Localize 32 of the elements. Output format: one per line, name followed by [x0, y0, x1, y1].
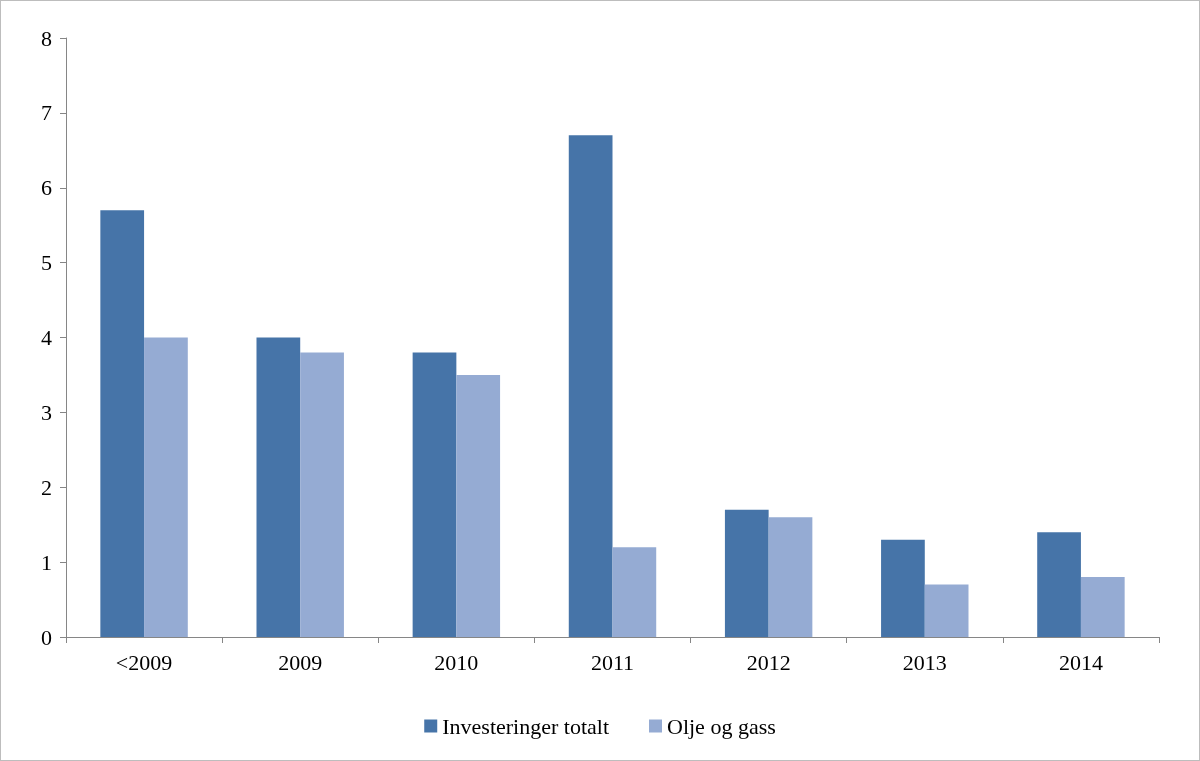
x-tick-label: 2013 — [902, 649, 947, 675]
x-tick-label: 2014 — [1058, 649, 1103, 675]
bar — [100, 210, 145, 637]
y-tick-label: 8 — [41, 25, 52, 51]
y-tick-label: 1 — [41, 549, 52, 575]
x-tick-label: 2010 — [434, 649, 479, 675]
y-tick-label: 2 — [41, 474, 52, 500]
y-tick-label: 7 — [41, 100, 52, 126]
x-tick-label: 2009 — [278, 649, 323, 675]
y-tick-label: 6 — [41, 175, 52, 201]
bar — [924, 584, 969, 637]
y-tick-label: 5 — [41, 250, 52, 276]
legend-label: Olje og gass — [667, 713, 776, 739]
bar — [612, 547, 657, 637]
bar — [568, 135, 613, 637]
x-tick-label: 2012 — [746, 649, 791, 675]
y-tick-label: 4 — [41, 325, 52, 350]
legend-label: Investeringer totalt — [442, 713, 610, 739]
y-tick-label: 0 — [41, 624, 52, 650]
y-tick-label: 3 — [41, 399, 52, 425]
bar — [300, 352, 344, 637]
bar — [1037, 532, 1081, 637]
bar — [768, 517, 813, 637]
bar — [256, 337, 301, 637]
bar — [1080, 577, 1125, 637]
x-tick-label: 2011 — [590, 649, 635, 675]
bar — [724, 509, 769, 637]
bar — [881, 539, 925, 637]
bar — [456, 374, 501, 637]
bar — [412, 352, 457, 637]
x-tick-label: <2009 — [115, 649, 173, 675]
bar — [144, 337, 188, 637]
